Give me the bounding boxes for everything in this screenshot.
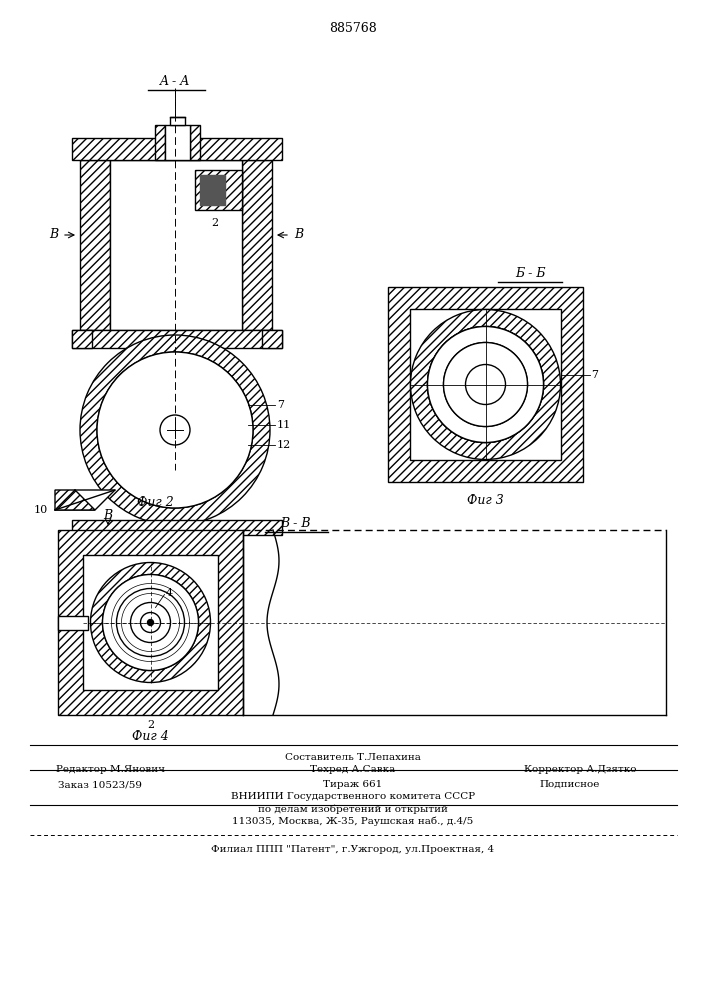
Bar <box>72 138 282 160</box>
Bar <box>72 330 92 348</box>
Bar <box>72 330 282 348</box>
Text: 12: 12 <box>277 440 291 450</box>
Polygon shape <box>55 490 95 510</box>
Bar <box>58 615 88 630</box>
Text: Подписное: Подписное <box>540 780 600 789</box>
Text: B: B <box>103 509 112 522</box>
Text: A - A: A - A <box>160 75 190 88</box>
Circle shape <box>131 602 170 643</box>
Text: B: B <box>294 229 303 241</box>
Text: Составитель Т.Лепахина: Составитель Т.Лепахина <box>285 753 421 762</box>
Text: Техред А.Савка: Техред А.Савка <box>310 765 396 774</box>
Text: по делам изобретений и открытий: по делам изобретений и открытий <box>258 804 448 814</box>
Bar <box>80 160 110 330</box>
Bar <box>165 125 190 160</box>
Circle shape <box>103 574 199 670</box>
Text: 11: 11 <box>277 420 291 430</box>
Text: Фиг 2: Фиг 2 <box>136 496 173 509</box>
Polygon shape <box>200 175 225 205</box>
Text: Фиг 3: Фиг 3 <box>467 494 504 507</box>
Circle shape <box>443 342 527 426</box>
Circle shape <box>148 619 153 626</box>
Wedge shape <box>90 562 211 682</box>
Text: 10: 10 <box>34 505 48 515</box>
Text: 2: 2 <box>147 720 154 730</box>
Text: 2: 2 <box>211 218 218 228</box>
Circle shape <box>97 352 253 508</box>
Bar <box>110 160 242 330</box>
Text: Б - Б: Б - Б <box>515 267 545 280</box>
Text: 113035, Москва, Ж-35, Раушская наб., д.4/5: 113035, Москва, Ж-35, Раушская наб., д.4… <box>233 816 474 826</box>
Bar <box>195 170 242 210</box>
Bar <box>155 125 165 160</box>
Bar <box>410 309 561 460</box>
Text: Филиал ППП "Патент", г.Ужгород, ул.Проектная, 4: Филиал ППП "Патент", г.Ужгород, ул.Проек… <box>211 845 495 854</box>
Wedge shape <box>411 310 561 460</box>
Text: Тираж 661: Тираж 661 <box>323 780 382 789</box>
Text: Корректор А.Дзятко: Корректор А.Дзятко <box>524 765 636 774</box>
Text: 7: 7 <box>277 400 284 410</box>
Bar <box>242 160 272 330</box>
Text: B: B <box>49 229 58 241</box>
Bar <box>170 117 185 125</box>
Text: Заказ 10523/59: Заказ 10523/59 <box>58 780 142 789</box>
Bar <box>58 530 243 715</box>
Text: 4: 4 <box>165 587 173 597</box>
Circle shape <box>141 612 160 633</box>
Wedge shape <box>428 326 544 442</box>
Circle shape <box>160 415 190 445</box>
Text: В - В: В - В <box>280 517 310 530</box>
Text: Редактор М.Янович: Редактор М.Янович <box>56 765 165 774</box>
Bar <box>190 125 200 160</box>
Circle shape <box>117 588 185 656</box>
Text: 7: 7 <box>591 369 598 379</box>
Circle shape <box>428 326 544 442</box>
Bar <box>388 287 583 482</box>
Text: Фиг 4: Фиг 4 <box>132 730 169 743</box>
Bar <box>83 555 218 690</box>
Text: ВНИИПИ Государственного комитета СССР: ВНИИПИ Государственного комитета СССР <box>231 792 475 801</box>
Polygon shape <box>55 490 115 510</box>
Bar <box>72 520 282 535</box>
Bar <box>262 330 282 348</box>
Wedge shape <box>80 335 270 525</box>
Circle shape <box>465 364 506 404</box>
Text: 885768: 885768 <box>329 21 377 34</box>
